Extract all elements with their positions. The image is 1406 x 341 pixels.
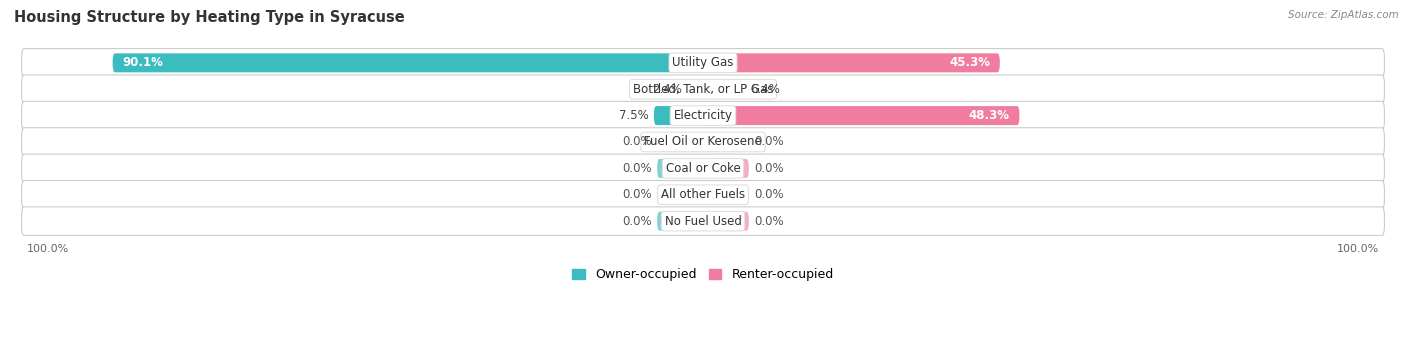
- FancyBboxPatch shape: [21, 207, 1385, 235]
- FancyBboxPatch shape: [657, 159, 703, 178]
- FancyBboxPatch shape: [657, 212, 703, 231]
- FancyBboxPatch shape: [21, 48, 1385, 77]
- FancyBboxPatch shape: [657, 133, 703, 151]
- FancyBboxPatch shape: [703, 80, 745, 99]
- FancyBboxPatch shape: [703, 185, 749, 204]
- FancyBboxPatch shape: [703, 106, 1019, 125]
- FancyBboxPatch shape: [21, 101, 1385, 130]
- Text: 0.0%: 0.0%: [623, 135, 652, 148]
- Text: 0.0%: 0.0%: [754, 162, 783, 175]
- FancyBboxPatch shape: [21, 180, 1385, 209]
- Text: Electricity: Electricity: [673, 109, 733, 122]
- FancyBboxPatch shape: [703, 133, 749, 151]
- FancyBboxPatch shape: [21, 75, 1385, 103]
- Text: 48.3%: 48.3%: [969, 109, 1010, 122]
- Text: No Fuel Used: No Fuel Used: [665, 214, 741, 228]
- Text: 0.0%: 0.0%: [623, 188, 652, 201]
- Text: 0.0%: 0.0%: [754, 188, 783, 201]
- Text: 7.5%: 7.5%: [619, 109, 648, 122]
- Text: 0.0%: 0.0%: [754, 214, 783, 228]
- Text: Housing Structure by Heating Type in Syracuse: Housing Structure by Heating Type in Syr…: [14, 10, 405, 25]
- Text: Bottled, Tank, or LP Gas: Bottled, Tank, or LP Gas: [633, 83, 773, 96]
- FancyBboxPatch shape: [703, 212, 749, 231]
- Text: 0.0%: 0.0%: [623, 162, 652, 175]
- FancyBboxPatch shape: [657, 185, 703, 204]
- FancyBboxPatch shape: [21, 154, 1385, 183]
- Text: 2.4%: 2.4%: [652, 83, 682, 96]
- FancyBboxPatch shape: [688, 80, 703, 99]
- FancyBboxPatch shape: [21, 128, 1385, 156]
- FancyBboxPatch shape: [703, 159, 749, 178]
- Text: 0.0%: 0.0%: [623, 214, 652, 228]
- Text: 90.1%: 90.1%: [122, 56, 163, 69]
- FancyBboxPatch shape: [112, 53, 703, 72]
- Legend: Owner-occupied, Renter-occupied: Owner-occupied, Renter-occupied: [568, 263, 838, 286]
- Text: Fuel Oil or Kerosene: Fuel Oil or Kerosene: [644, 135, 762, 148]
- Text: 0.0%: 0.0%: [754, 135, 783, 148]
- Text: All other Fuels: All other Fuels: [661, 188, 745, 201]
- FancyBboxPatch shape: [703, 53, 1000, 72]
- Text: 45.3%: 45.3%: [949, 56, 990, 69]
- Text: Coal or Coke: Coal or Coke: [665, 162, 741, 175]
- Text: 6.4%: 6.4%: [751, 83, 780, 96]
- Text: Source: ZipAtlas.com: Source: ZipAtlas.com: [1288, 10, 1399, 20]
- FancyBboxPatch shape: [654, 106, 703, 125]
- Text: Utility Gas: Utility Gas: [672, 56, 734, 69]
